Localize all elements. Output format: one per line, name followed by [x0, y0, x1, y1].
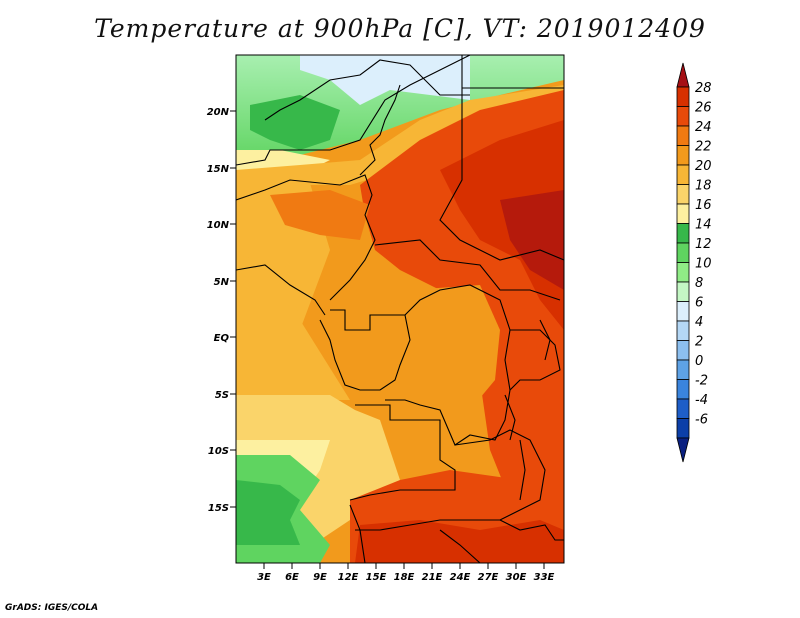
- colorbar-swatch: [676, 379, 690, 400]
- lon-label-12e: 12E: [338, 572, 359, 583]
- colorbar-label: 14: [695, 218, 712, 233]
- colorbar-label: -4: [695, 393, 708, 408]
- colorbar-label: 20: [695, 159, 712, 174]
- colorbar-swatch: [676, 418, 690, 439]
- border-gabon-congo: [319, 309, 411, 391]
- colorbar-label: -6: [695, 413, 708, 428]
- border-zambia: [355, 429, 546, 531]
- lat-label-5n: 5N: [214, 277, 230, 288]
- colorbar-bottom-arrow: [676, 437, 690, 463]
- colorbar-swatch: [676, 242, 690, 263]
- border-namibia: [349, 504, 366, 563]
- lon-label-33e: 33E: [534, 572, 555, 583]
- colorbar-label: -2: [695, 374, 708, 389]
- colorbar-label: 26: [695, 101, 712, 116]
- border-drc: [385, 284, 511, 446]
- field-nigeria-warm: [270, 190, 370, 240]
- colorbar-swatch: [676, 398, 690, 419]
- border-botswana: [439, 529, 481, 563]
- field-east-hottest: [500, 190, 564, 290]
- lat-axis: [230, 110, 236, 508]
- chart-title: Temperature at 900hPa [C], VT: 201901240…: [94, 14, 706, 43]
- field-north-pale: [300, 55, 470, 105]
- lat-label-15n: 15N: [207, 164, 230, 175]
- border-guinea-gulf: [236, 264, 326, 316]
- map-frame: [235, 54, 565, 564]
- lat-label-eq: EQ: [214, 333, 230, 344]
- lon-axis: [263, 563, 545, 569]
- grads-credit: GrADS: IGES/COLA: [5, 603, 99, 613]
- border-chad-west: [359, 84, 401, 176]
- lon-label-6e: 6E: [285, 572, 299, 583]
- border-mozambique: [499, 519, 564, 541]
- colorbar-label: 12: [695, 237, 712, 252]
- colorbar-swatch: [676, 223, 690, 244]
- temperature-field: [236, 55, 564, 563]
- colorbar-swatch: [676, 301, 690, 322]
- field-north-darkgreen: [250, 95, 340, 150]
- colorbar-label: 24: [695, 120, 712, 135]
- field-coast-mild: [236, 255, 350, 400]
- lake-victoria: [539, 319, 551, 361]
- lon-label-30e: 30E: [506, 572, 527, 583]
- lon-label-27e: 27E: [478, 572, 499, 583]
- field-congo-core: [395, 285, 500, 410]
- lon-label-21e: 21E: [422, 572, 443, 583]
- colorbar-swatch: [676, 106, 690, 127]
- lat-label-10n: 10N: [207, 220, 230, 231]
- border-angola: [349, 404, 456, 501]
- field-sw-darkgreen: [236, 480, 300, 545]
- border-niger-chad: [264, 59, 470, 121]
- lat-label-15s: 15S: [208, 503, 229, 514]
- colorbar-swatch: [676, 203, 690, 224]
- colorbar-label: 18: [695, 179, 712, 194]
- lat-label-20n: 20N: [207, 107, 230, 118]
- colorbar-swatch: [676, 86, 690, 107]
- colorbar-swatch: [676, 145, 690, 166]
- colorbar-label: 4: [695, 315, 703, 330]
- border-lakes: [509, 329, 561, 391]
- lon-label-9e: 9E: [313, 572, 327, 583]
- colorbar-top-arrow: [676, 62, 690, 88]
- border-sahara: [236, 55, 471, 166]
- colorbar-swatch: [676, 164, 690, 185]
- colorbar-swatch: [676, 262, 690, 283]
- lon-label-15e: 15E: [366, 572, 387, 583]
- colorbar-label: 2: [695, 335, 703, 350]
- lon-label-24e: 24E: [450, 572, 471, 583]
- lake-tanganyika: [504, 394, 516, 441]
- colorbar-swatch: [676, 340, 690, 361]
- field-south-hotter: [355, 520, 564, 563]
- border-sudan: [439, 55, 564, 261]
- border-malawi: [519, 439, 526, 501]
- colorbar-label: 16: [695, 198, 712, 213]
- colorbar-label: 28: [695, 81, 712, 96]
- colorbar-label: 8: [695, 276, 703, 291]
- field-east-hotter: [440, 120, 564, 330]
- lon-label-18e: 18E: [394, 572, 415, 583]
- lat-label-10s: 10S: [208, 446, 229, 457]
- colorbar-label: 10: [695, 257, 712, 272]
- colorbar-swatch: [676, 359, 690, 380]
- lon-label-3e: 3E: [257, 572, 271, 583]
- border-nigeria-cameroon: [236, 174, 376, 301]
- colorbar-swatch: [676, 281, 690, 302]
- colorbar-label: 6: [695, 296, 703, 311]
- colorbar-swatch: [676, 125, 690, 146]
- lat-label-5s: 5S: [215, 390, 229, 401]
- colorbar-swatch: [676, 184, 690, 205]
- colorbar-label: 22: [695, 140, 712, 155]
- border-car: [374, 239, 561, 301]
- colorbar-label: 0: [695, 354, 703, 369]
- country-borders: [236, 55, 564, 563]
- colorbar-swatch: [676, 320, 690, 341]
